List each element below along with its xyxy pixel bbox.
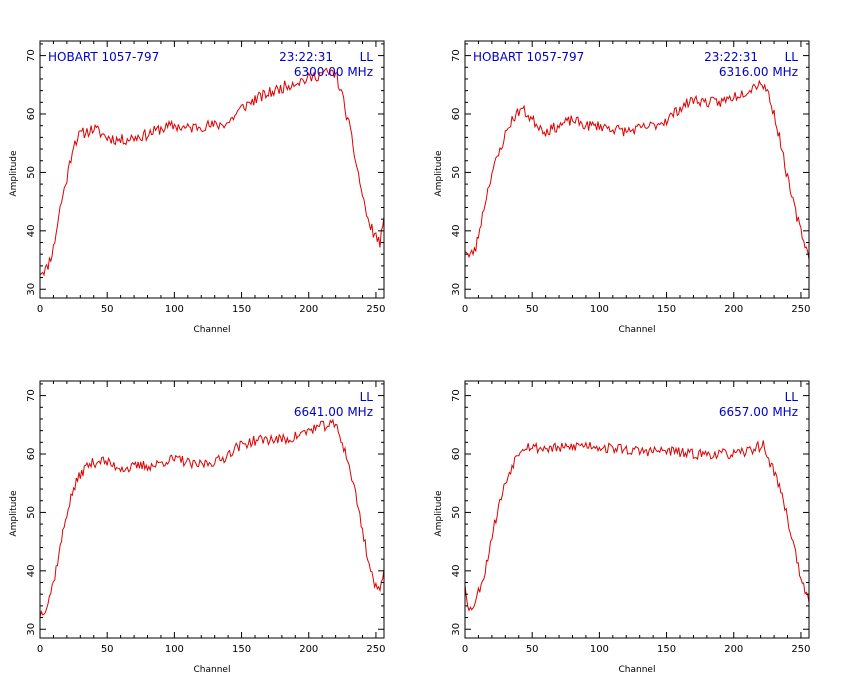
y-axis-title: Amplitude (434, 150, 444, 197)
y-tick-label: 50 (26, 506, 37, 519)
x-tick-label: 200 (299, 304, 318, 315)
time-label: 23:22:31 (279, 50, 333, 64)
x-tick-label: 150 (657, 644, 676, 655)
x-tick-label: 0 (462, 304, 468, 315)
y-tick-label: 70 (26, 389, 37, 402)
y-tick-label: 30 (451, 623, 462, 636)
x-axis-title: Channel (194, 665, 231, 675)
y-tick-label: 60 (451, 448, 462, 461)
y-tick-label: 60 (451, 108, 462, 121)
x-tick-label: 250 (366, 644, 385, 655)
x-tick-label: 0 (37, 644, 43, 655)
y-tick-label: 70 (26, 49, 37, 62)
plot-frame (464, 380, 810, 639)
x-tick-label: 250 (366, 304, 385, 315)
x-tick-label: 150 (232, 304, 251, 315)
y-tick-label: 30 (26, 623, 37, 636)
chart-panel-1: 0 50 100 150 200 250 30 40 50 60 70 Channel Amplitud… (9, 40, 385, 335)
y-tick-label: 40 (451, 564, 462, 577)
x-tick-label: 50 (526, 644, 539, 655)
y-tick-label: 60 (26, 448, 37, 461)
frequency-label: 6300.00 MHz (294, 65, 373, 79)
x-tick-label: 200 (724, 304, 743, 315)
y-axis-title: Amplitude (9, 150, 19, 197)
x-axis-title: Channel (619, 665, 656, 675)
y-tick-label: 50 (451, 166, 462, 179)
frequency-label: 6641.00 MHz (294, 405, 373, 419)
series-line (464, 79, 810, 260)
x-tick-label: 250 (791, 304, 810, 315)
polarization-label: LL (785, 390, 799, 404)
plot-frame (39, 40, 385, 299)
series-line (39, 67, 385, 277)
x-tick-label: 0 (37, 304, 43, 315)
polarization-label: LL (785, 50, 799, 64)
source-name-label: HOBART 1057-797 (48, 50, 159, 64)
x-axis-title: Channel (194, 325, 231, 335)
polarization-label: LL (360, 390, 374, 404)
source-name-label: HOBART 1057-797 (473, 50, 584, 64)
chart-panel-4: 0 50 100 150 200 250 30 40 50 60 70 Channel Amplitud… (434, 380, 810, 675)
x-tick-label: 50 (101, 304, 114, 315)
plot-frame (39, 380, 385, 639)
x-tick-label: 250 (791, 644, 810, 655)
y-tick-label: 40 (26, 224, 37, 237)
series-line (39, 418, 385, 618)
y-tick-label: 50 (451, 506, 462, 519)
x-tick-label: 100 (590, 644, 609, 655)
chart-panel-2: 0 50 100 150 200 250 30 40 50 60 70 Channel Amplitud… (434, 40, 810, 335)
chart-panel-3: 0 50 100 150 200 250 30 40 50 60 70 Channel Amplitud… (9, 380, 385, 675)
y-axis-title: Amplitude (9, 490, 19, 537)
x-axis-title: Channel (619, 325, 656, 335)
x-tick-label: 0 (462, 644, 468, 655)
y-tick-label: 60 (26, 108, 37, 121)
y-tick-label: 40 (26, 564, 37, 577)
x-tick-label: 100 (165, 644, 184, 655)
series-line (464, 440, 810, 612)
y-tick-label: 50 (26, 166, 37, 179)
x-tick-label: 200 (724, 644, 743, 655)
x-tick-label: 50 (526, 304, 539, 315)
x-tick-label: 150 (657, 304, 676, 315)
plot-frame (464, 40, 810, 299)
x-tick-label: 150 (232, 644, 251, 655)
x-tick-label: 200 (299, 644, 318, 655)
polarization-label: LL (360, 50, 374, 64)
y-tick-label: 30 (451, 283, 462, 296)
frequency-label: 6316.00 MHz (719, 65, 798, 79)
y-tick-label: 70 (451, 389, 462, 402)
time-label: 23:22:31 (704, 50, 758, 64)
x-tick-label: 100 (165, 304, 184, 315)
y-tick-label: 40 (451, 224, 462, 237)
y-tick-label: 30 (26, 283, 37, 296)
x-tick-label: 50 (101, 644, 114, 655)
y-axis-title: Amplitude (434, 490, 444, 537)
frequency-label: 6657.00 MHz (719, 405, 798, 419)
y-tick-label: 70 (451, 49, 462, 62)
x-tick-label: 100 (590, 304, 609, 315)
